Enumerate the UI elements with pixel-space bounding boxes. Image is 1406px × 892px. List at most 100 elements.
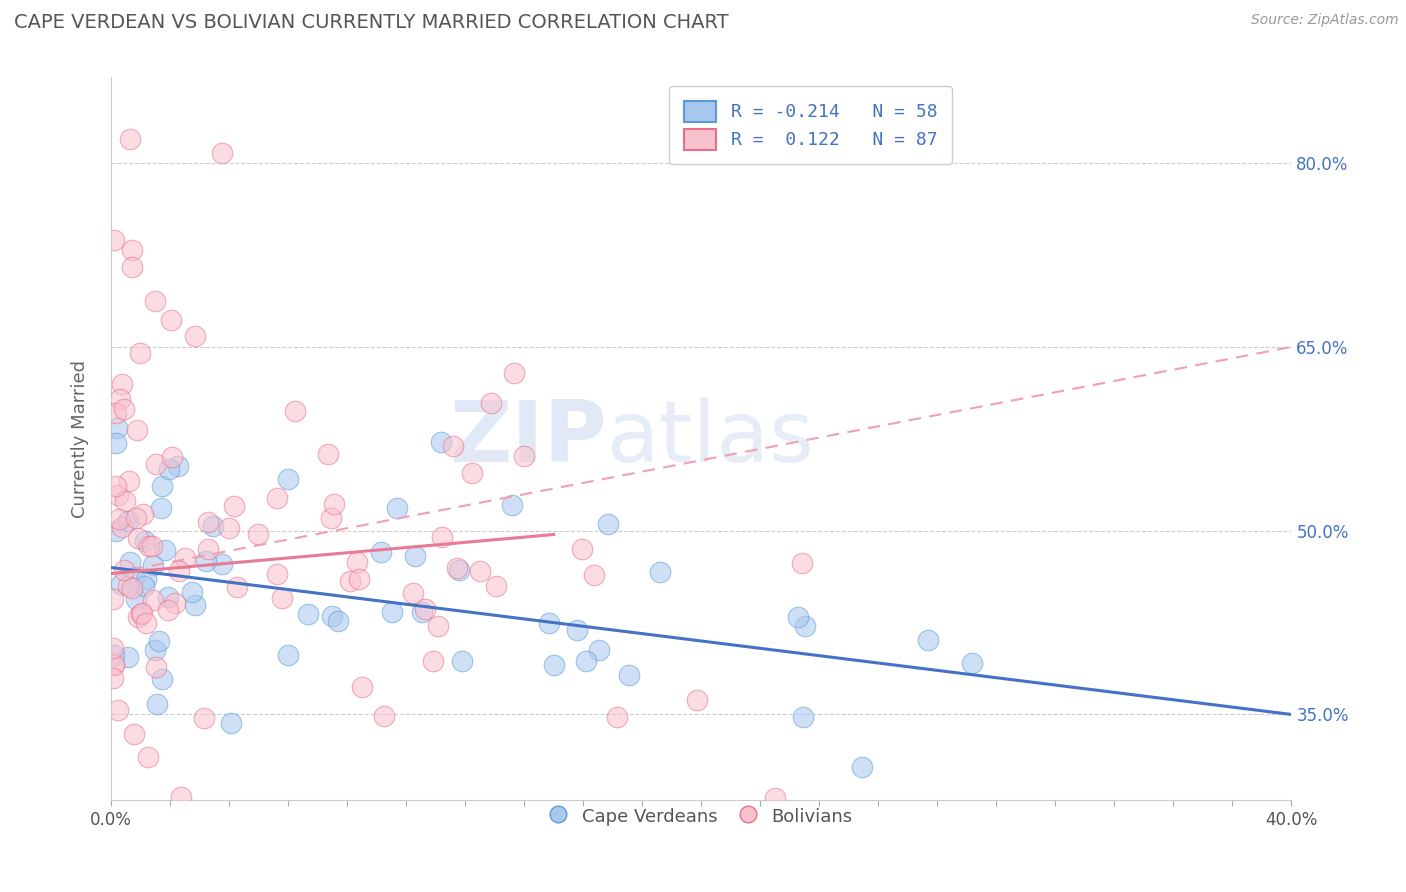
Point [117,579,139,593]
Point [219,715,242,730]
Point [105,420,128,434]
Point [101,671,124,685]
Point [138,539,160,553]
Point [686,693,709,707]
Point [479,395,502,409]
Point [565,623,588,637]
Point [122,570,145,584]
Point [450,654,472,668]
Point [114,493,136,508]
Point [170,789,193,804]
Point [167,565,190,579]
Point [117,515,139,529]
Point [125,591,148,606]
Point [441,439,464,453]
Y-axis label: Currently Married: Currently Married [72,359,89,518]
Point [583,568,606,582]
Point [297,607,319,621]
Point [619,668,641,682]
Point [501,498,523,512]
Point [404,549,426,563]
Text: CAPE VERDEAN VS BOLIVIAN CURRENTLY MARRIED CORRELATION CHART: CAPE VERDEAN VS BOLIVIAN CURRENTLY MARRI… [14,13,728,32]
Point [422,654,444,668]
Point [103,658,125,673]
Point [148,634,170,648]
Point [321,608,343,623]
Point [131,606,153,620]
Point [322,497,344,511]
Point [107,702,129,716]
Point [346,555,368,569]
Point [193,711,215,725]
Point [319,510,342,524]
Point [352,680,374,694]
Point [155,542,177,557]
Point [103,657,125,671]
Point [104,478,127,492]
Point [266,491,288,506]
Point [150,479,173,493]
Point [184,329,207,343]
Point [316,447,339,461]
Point [266,567,288,582]
Point [136,749,159,764]
Point [108,392,131,407]
Text: Source: ZipAtlas.com: Source: ZipAtlas.com [1251,13,1399,28]
Point [105,524,128,539]
Point [145,660,167,674]
Point [121,260,143,274]
Point [160,313,183,327]
Point [222,499,245,513]
Point [763,791,786,805]
Point [513,449,536,463]
Point [159,462,181,476]
Point [447,564,470,578]
Point [110,520,132,534]
Point [118,474,141,488]
Point [127,609,149,624]
Point [917,633,939,648]
Point [132,508,155,522]
Point [538,615,561,630]
Point [596,517,619,532]
Point [373,708,395,723]
Point [194,554,217,568]
Point [157,603,180,617]
Point [381,605,404,619]
Point [103,648,125,662]
Point [141,540,163,554]
Point [135,616,157,631]
Point [413,602,436,616]
Point [107,488,129,502]
Point [129,607,152,621]
Point [446,561,468,575]
Point [142,593,165,607]
Point [135,572,157,586]
Point [101,592,124,607]
Point [124,727,146,741]
Point [121,581,143,595]
Point [134,579,156,593]
Point [110,577,132,591]
Point [149,500,172,515]
Point [571,541,593,556]
Point [962,656,984,670]
Point [104,436,127,450]
Point [502,366,524,380]
Point [575,654,598,668]
Point [108,512,131,526]
Point [174,550,197,565]
Point [349,572,371,586]
Text: atlas: atlas [606,397,814,480]
Point [426,618,449,632]
Point [543,657,565,672]
Text: ZIP: ZIP [449,397,606,480]
Point [112,402,135,417]
Point [150,673,173,687]
Point [328,614,350,628]
Point [402,585,425,599]
Point [145,457,167,471]
Point [156,591,179,605]
Point [277,472,299,486]
Point [247,527,270,541]
